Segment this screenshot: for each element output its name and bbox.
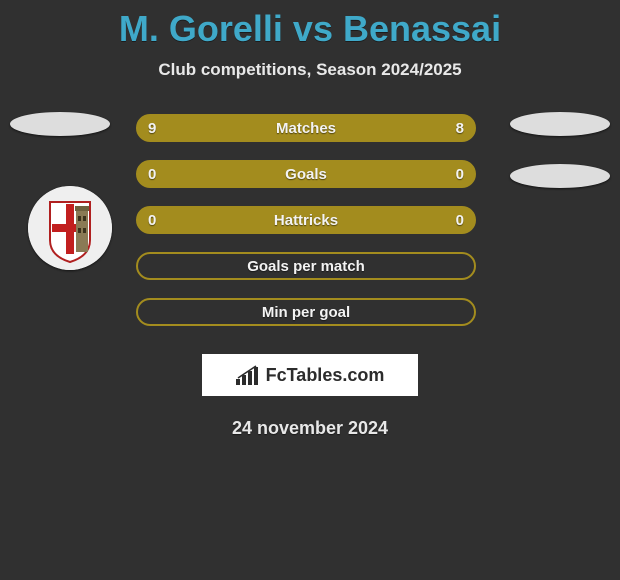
stat-bar: 0Goals0 <box>136 160 476 188</box>
club-crest <box>28 186 112 270</box>
branding-text: FcTables.com <box>266 365 385 386</box>
stat-label: Goals <box>138 166 474 183</box>
stat-label: Goals per match <box>138 258 474 275</box>
stat-label: Min per goal <box>138 304 474 321</box>
page-title: M. Gorelli vs Benassai <box>0 0 620 50</box>
left-marker-ellipse <box>10 112 110 136</box>
stat-bars: 9Matches8 0Goals0 0Hattricks0 Goals per mat… <box>136 96 476 326</box>
branding-badge: FcTables.com <box>202 354 418 396</box>
stat-bar: 9Matches8 <box>136 114 476 142</box>
subtitle: Club competitions, Season 2024/2025 <box>0 60 620 80</box>
stat-bar: Goals per match <box>136 252 476 280</box>
stat-bar: Min per goal <box>136 298 476 326</box>
right-marker-ellipse-2 <box>510 164 610 188</box>
date-label: 24 november 2024 <box>0 418 620 439</box>
comparison-stage: 9Matches8 0Goals0 0Hattricks0 Goals per mat… <box>0 112 620 332</box>
stat-label: Hattricks <box>138 212 474 229</box>
stat-label: Matches <box>138 120 474 137</box>
stat-bar: 0Hattricks0 <box>136 206 476 234</box>
bar-chart-icon <box>236 365 260 385</box>
right-marker-ellipse-1 <box>510 112 610 136</box>
crest-icon <box>28 186 112 270</box>
